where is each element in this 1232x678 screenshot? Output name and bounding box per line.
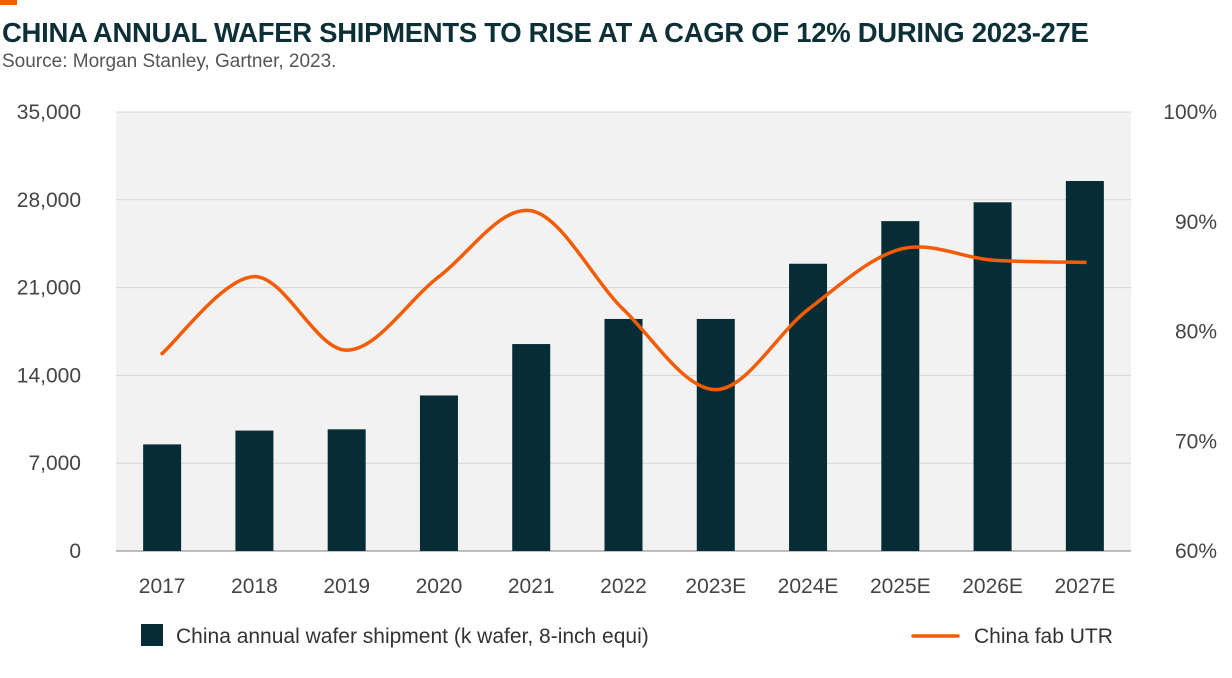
bar-2020 xyxy=(419,395,458,551)
y-left-tick-label: 28,000 xyxy=(17,189,81,212)
x-tick-label: 2020 xyxy=(416,575,463,598)
legend-line-label: China fab UTR xyxy=(974,625,1113,648)
x-tick-label: 2023E xyxy=(685,575,746,598)
bar-2023E xyxy=(696,318,735,551)
x-tick-label: 2018 xyxy=(231,575,278,598)
utr-point-2025E xyxy=(898,247,903,251)
y-left-tick-label: 0 xyxy=(69,540,81,563)
right-axis-ticks: 60% 70% 80% 90% 100% xyxy=(1163,101,1217,563)
y-left-tick-label: 7,000 xyxy=(28,452,81,475)
utr-point-2019 xyxy=(344,348,349,352)
utr-point-2022 xyxy=(621,307,626,312)
y-right-tick-label: 90% xyxy=(1175,211,1217,234)
x-tick-label: 2026E xyxy=(962,575,1023,598)
y-left-tick-label: 14,000 xyxy=(17,364,81,387)
x-tick-label: 2025E xyxy=(870,575,931,598)
bar-2025E xyxy=(881,221,920,551)
utr-point-2021 xyxy=(529,208,534,213)
bar-2027E xyxy=(1065,180,1104,551)
y-right-tick-label: 80% xyxy=(1175,321,1217,344)
y-right-tick-label: 70% xyxy=(1175,430,1217,453)
bar-2022 xyxy=(604,318,643,551)
bar-2017 xyxy=(143,444,182,551)
utr-line xyxy=(160,208,1087,392)
chart-source: Source: Morgan Stanley, Gartner, 2023. xyxy=(2,51,337,72)
bar-2019 xyxy=(327,429,366,551)
x-tick-label: 2017 xyxy=(139,575,186,598)
utr-point-2020 xyxy=(437,274,441,279)
chart-title: CHINA ANNUAL WAFER SHIPMENTS TO RISE AT … xyxy=(2,17,1089,48)
bar-2021 xyxy=(512,344,551,551)
utr-point-2018 xyxy=(252,274,257,279)
legend-bar-label: China annual wafer shipment (k wafer, 8-… xyxy=(176,625,649,648)
utr-point-2024E xyxy=(806,307,810,312)
x-tick-label: 2024E xyxy=(778,575,839,598)
legend: China annual wafer shipment (k wafer, 8-… xyxy=(141,624,1113,648)
left-axis-ticks: 0 7,000 14,000 21,000 28,000 35,000 xyxy=(17,101,81,563)
x-tick-label: 2027E xyxy=(1054,575,1115,598)
bar-2018 xyxy=(235,430,274,551)
line-series xyxy=(160,208,1087,392)
y-right-tick-label: 60% xyxy=(1175,540,1217,563)
x-tick-label: 2021 xyxy=(508,575,555,598)
y-right-tick-label: 100% xyxy=(1163,101,1217,124)
y-left-tick-label: 35,000 xyxy=(17,101,81,124)
y-left-tick-label: 21,000 xyxy=(17,277,81,300)
bar-series xyxy=(143,180,1104,551)
utr-point-2023E xyxy=(713,387,718,392)
utr-point-2026E xyxy=(990,258,995,262)
x-tick-label: 2022 xyxy=(600,575,647,598)
utr-point-2027E xyxy=(1083,260,1087,265)
bar-2026E xyxy=(973,202,1012,551)
legend-bar-swatch xyxy=(141,624,163,646)
x-axis-labels: 2017 2018 2019 2020 2021 2022 2023E 2024E 2025E 2… xyxy=(139,575,1115,598)
accent-mark xyxy=(0,0,17,5)
x-tick-label: 2019 xyxy=(323,575,370,598)
utr-point-2017 xyxy=(160,351,164,356)
bar-2024E xyxy=(789,263,828,551)
